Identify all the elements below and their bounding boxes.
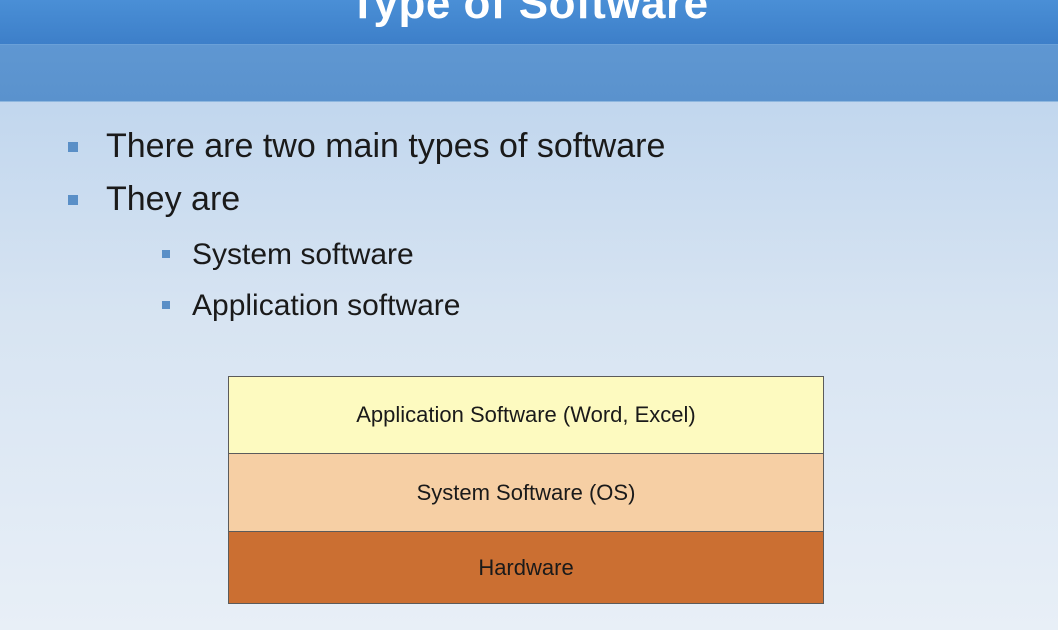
layer-application: Application Software (Word, Excel) <box>228 376 824 454</box>
bullet-item: System software <box>172 229 1058 280</box>
layer-system: System Software (OS) <box>228 454 824 532</box>
slide-title: Type of Software <box>0 0 1058 26</box>
software-stack-diagram: Application Software (Word, Excel) Syste… <box>228 376 824 604</box>
bullet-text: System software <box>192 238 414 271</box>
bullet-list-level1: There are two main types of software The… <box>0 120 1058 331</box>
bullet-item: They are System software Application sof… <box>82 173 1058 332</box>
layer-label: Hardware <box>478 555 573 581</box>
layer-label: System Software (OS) <box>417 480 636 506</box>
slide: Type of Software There are two main type… <box>0 0 1058 630</box>
bullet-item: There are two main types of software <box>82 120 1058 173</box>
bullet-text: They are <box>106 180 240 218</box>
bullet-list-level2: System software Application software <box>106 229 1058 331</box>
sub-title-band <box>0 44 1058 102</box>
layer-hardware: Hardware <box>228 532 824 604</box>
bullet-text: Application software <box>192 289 460 322</box>
bullet-item: Application software <box>172 280 1058 331</box>
content-area: There are two main types of software The… <box>0 102 1058 331</box>
layer-label: Application Software (Word, Excel) <box>356 402 696 428</box>
bullet-text: There are two main types of software <box>106 127 665 165</box>
title-band: Type of Software <box>0 0 1058 44</box>
